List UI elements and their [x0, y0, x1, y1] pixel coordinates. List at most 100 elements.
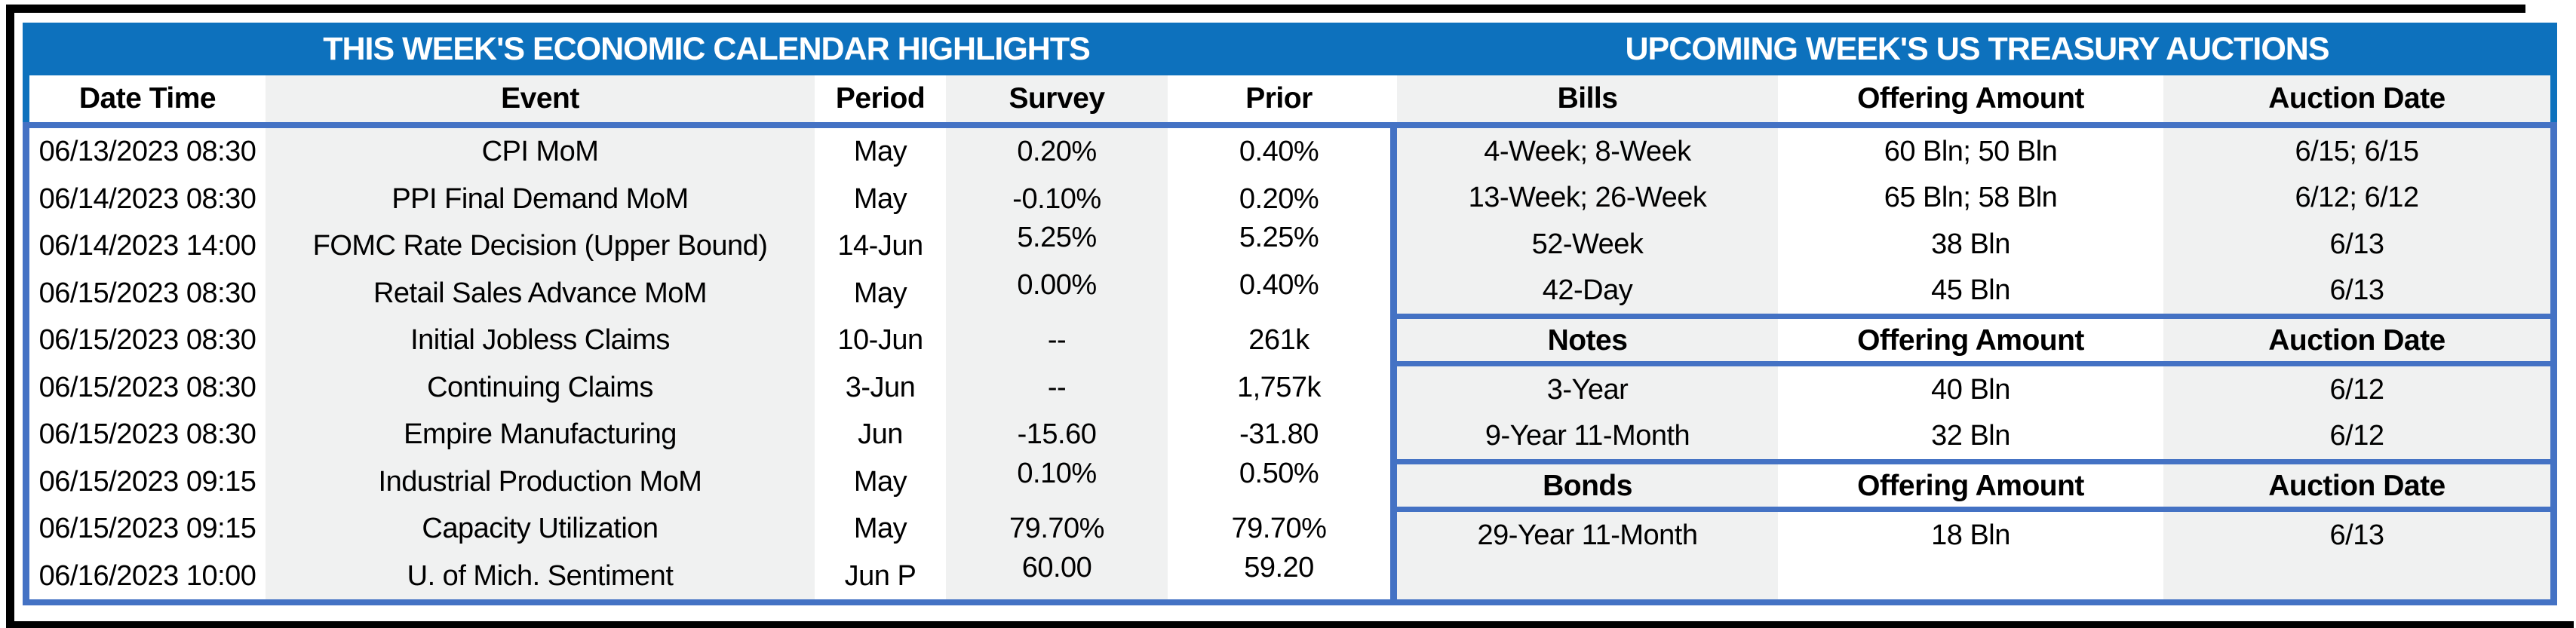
cell-offering-amount: 40 Bln	[1778, 366, 2163, 413]
calendar-row: 06/15/2023 08:30 Initial Jobless Claims …	[29, 317, 1390, 364]
cell-survey: 79.70%	[946, 505, 1168, 553]
auction-row: 4-Week; 8-Week 60 Bln; 50 Bln 6/15; 6/15	[1397, 128, 2550, 175]
auction-row: 29-Year 11-Month 18 Bln 6/13	[1397, 512, 2550, 559]
cell-period: 3-Jun	[815, 363, 946, 411]
notes-rows: 3-Year 40 Bln 6/12 9-Year 11-Month 32 Bl…	[1397, 366, 2550, 459]
header-bonds: Bonds	[1397, 464, 1778, 507]
table-bottom-border	[23, 599, 2557, 605]
cell-offering-amount: 18 Bln	[1778, 512, 2163, 559]
header-date-time: Date Time	[29, 75, 266, 122]
cell-event: Industrial Production MoM	[266, 458, 815, 505]
cell-date-time: 06/13/2023 08:30	[29, 128, 266, 176]
header-bills: Bills	[1397, 75, 1778, 122]
auctions-panel: 4-Week; 8-Week 60 Bln; 50 Bln 6/15; 6/15…	[1397, 128, 2550, 599]
cell-survey: -0.10%	[946, 175, 1168, 222]
cell-date-time: 06/14/2023 14:00	[29, 222, 266, 270]
cell-event: Continuing Claims	[266, 363, 815, 411]
table-left-border	[23, 128, 29, 599]
auction-row: 42-Day 45 Bln 6/13	[1397, 267, 2550, 314]
cell-survey: 0.10%	[946, 458, 1168, 505]
section-divider-line	[1397, 507, 2550, 512]
cell-offering-amount: 65 Bln; 58 Bln	[1778, 174, 2163, 221]
title-band: THIS WEEK'S ECONOMIC CALENDAR HIGHLIGHTS…	[23, 23, 2557, 75]
cell-prior: 0.20%	[1168, 175, 1390, 222]
cell-date-time: 06/15/2023 09:15	[29, 505, 266, 553]
cell-security: 4-Week; 8-Week	[1397, 128, 1778, 175]
auction-row: 13-Week; 26-Week 65 Bln; 58 Bln 6/12; 6/…	[1397, 174, 2550, 221]
cell-event: Retail Sales Advance MoM	[266, 269, 815, 317]
header-notes: Notes	[1397, 319, 1778, 361]
calendar-title: THIS WEEK'S ECONOMIC CALENDAR HIGHLIGHTS	[323, 30, 1091, 67]
auctions-title: UPCOMING WEEK'S US TREASURY AUCTIONS	[1625, 30, 2329, 67]
header-prior: Prior	[1168, 75, 1390, 122]
bills-rows: 4-Week; 8-Week 60 Bln; 50 Bln 6/15; 6/15…	[1397, 128, 2550, 314]
cell-survey: --	[946, 317, 1168, 364]
cell-auction-date: 6/13	[2163, 267, 2550, 314]
table-right-border	[2550, 128, 2557, 599]
cell-security: 42-Day	[1397, 267, 1778, 314]
cell-prior: 261k	[1168, 317, 1390, 364]
empty-cell	[2163, 559, 2550, 599]
cell-prior: 5.25%	[1168, 222, 1390, 270]
calendar-row: 06/13/2023 08:30 CPI MoM May 0.20% 0.40%	[29, 128, 1390, 176]
auction-row: 52-Week 38 Bln 6/13	[1397, 221, 2550, 268]
calendar-row: 06/15/2023 08:30 Empire Manufacturing Ju…	[29, 411, 1390, 458]
band-edge-left	[23, 75, 29, 122]
cell-period: May	[815, 458, 946, 505]
cell-prior: 0.50%	[1168, 458, 1390, 505]
cell-security: 29-Year 11-Month	[1397, 512, 1778, 559]
cell-period: May	[815, 269, 946, 317]
bonds-header-row: Bonds Offering Amount Auction Date	[1397, 464, 2550, 507]
cell-auction-date: 6/12; 6/12	[2163, 174, 2550, 221]
section-divider-line	[1397, 459, 2550, 464]
calendar-row: 06/15/2023 08:30 Retail Sales Advance Mo…	[29, 269, 1390, 317]
cell-offering-amount: 45 Bln	[1778, 267, 2163, 314]
header-survey: Survey	[946, 75, 1168, 122]
cell-security: 3-Year	[1397, 366, 1778, 413]
header-auction-date: Auction Date	[2163, 319, 2550, 361]
header-auction-date: Auction Date	[2163, 75, 2550, 122]
cell-survey: 5.25%	[946, 222, 1168, 270]
notes-header-row: Notes Offering Amount Auction Date	[1397, 319, 2550, 361]
cell-period: Jun P	[815, 552, 946, 599]
bonds-rows: 29-Year 11-Month 18 Bln 6/13	[1397, 512, 2550, 599]
cell-event: CPI MoM	[266, 128, 815, 176]
cell-event: PPI Final Demand MoM	[266, 175, 815, 222]
header-offering-amount: Offering Amount	[1778, 75, 2163, 122]
cell-survey: --	[946, 363, 1168, 411]
frame-top-border	[6, 5, 2525, 13]
cell-survey: 0.00%	[946, 269, 1168, 317]
header-event: Event	[266, 75, 815, 122]
cell-date-time: 06/14/2023 08:30	[29, 175, 266, 222]
auction-row: 9-Year 11-Month 32 Bln 6/12	[1397, 412, 2550, 459]
cell-date-time: 06/15/2023 08:30	[29, 363, 266, 411]
section-divider-line	[1397, 361, 2550, 366]
band-edge-right	[2550, 75, 2557, 122]
calendar-row: 06/15/2023 08:30 Continuing Claims 3-Jun…	[29, 363, 1390, 411]
cell-prior: 59.20	[1168, 552, 1390, 599]
cell-prior: -31.80	[1168, 411, 1390, 458]
section-divider-line	[1397, 314, 2550, 319]
cell-event: FOMC Rate Decision (Upper Bound)	[266, 222, 815, 270]
cell-prior: 1,757k	[1168, 363, 1390, 411]
cell-period: May	[815, 505, 946, 553]
calendar-row: 06/14/2023 14:00 FOMC Rate Decision (Upp…	[29, 222, 1390, 270]
header-divider-line	[23, 122, 2557, 128]
cell-event: Capacity Utilization	[266, 505, 815, 553]
cell-offering-amount: 38 Bln	[1778, 221, 2163, 268]
empty-cell	[1778, 559, 2163, 599]
cell-security: 13-Week; 26-Week	[1397, 174, 1778, 221]
cell-date-time: 06/16/2023 10:00	[29, 552, 266, 599]
cell-auction-date: 6/13	[2163, 512, 2550, 559]
auction-row: 3-Year 40 Bln 6/12	[1397, 366, 2550, 413]
cell-security: 52-Week	[1397, 221, 1778, 268]
cell-event: U. of Mich. Sentiment	[266, 552, 815, 599]
calendar-rows: 06/13/2023 08:30 CPI MoM May 0.20% 0.40%…	[29, 128, 1390, 599]
column-header-row: Date Time Event Period Survey Prior Bill…	[23, 75, 2557, 122]
cell-period: May	[815, 175, 946, 222]
cell-survey: 60.00	[946, 552, 1168, 599]
empty-row	[1397, 559, 2550, 599]
cell-offering-amount: 32 Bln	[1778, 412, 2163, 459]
cell-security: 9-Year 11-Month	[1397, 412, 1778, 459]
